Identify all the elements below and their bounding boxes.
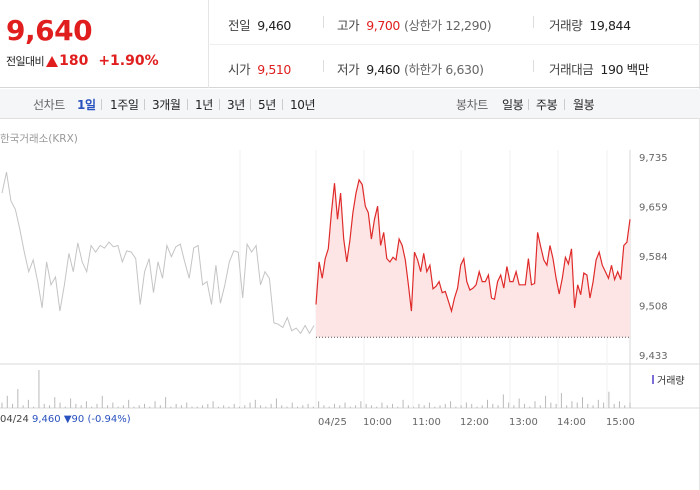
stat-value: 9,460 [366, 62, 400, 77]
quote-header: 9,640 전일대비 180 +1.90% 전일 9,460 고가 9,700 (상한… [0, 0, 700, 88]
divider [219, 99, 220, 110]
divider [250, 99, 251, 110]
tab-period-5y[interactable]: 5년 [258, 98, 276, 112]
tab-candle-daily[interactable]: 일봉 [502, 98, 524, 112]
y-tick-label: 9,659 [639, 203, 668, 214]
stat-value: 9,510 [257, 62, 291, 77]
volume-legend: 거래량 [652, 372, 685, 387]
x-tick-label: 12:00 [460, 417, 489, 428]
divider [101, 99, 102, 110]
prev-price: 9,460 [32, 414, 61, 425]
stat-label: 전일 [228, 18, 251, 33]
upper-limit: (상한가 12,290) [404, 18, 492, 33]
divider [323, 16, 324, 28]
tab-candle-monthly[interactable]: 월봉 [573, 98, 595, 112]
prev-day-summary: 04/24 9,460 ▼90 (-0.94%) [0, 414, 131, 425]
stat-amount: 거래대금 190 백만 [549, 59, 649, 78]
tab-period-1w[interactable]: 1주일 [110, 98, 139, 112]
stat-value: 19,844 [589, 18, 631, 33]
tab-candle-weekly[interactable]: 주봉 [536, 98, 558, 112]
divider [282, 99, 283, 110]
divider [564, 99, 565, 110]
stat-open: 시가 9,510 [228, 59, 291, 78]
stat-label: 거래량 [549, 18, 583, 33]
stat-label: 시가 [228, 62, 251, 77]
stat-volume: 거래량 19,844 [549, 15, 631, 34]
divider [533, 60, 534, 72]
divider [528, 99, 529, 110]
stat-value: 190 백만 [600, 62, 649, 77]
x-tick-label: 11:00 [412, 417, 441, 428]
price-box: 9,640 전일대비 180 +1.90% [0, 0, 209, 88]
x-tick-label: 13:00 [509, 417, 538, 428]
stat-high: 고가 9,700 (상한가 12,290) [337, 15, 492, 34]
current-price: 9,640 [6, 14, 93, 47]
y-tick-label: 9,735 [639, 153, 668, 164]
prev-change: ▼90 (-0.94%) [63, 414, 131, 425]
change-rate: +1.90% [98, 53, 159, 69]
chart-toolbar: 선차트 1일 1주일 3개월 1년 3년 5년 10년 봉차트 일봉 주봉 월봉 [0, 89, 700, 119]
tab-period-3m[interactable]: 3개월 [152, 98, 181, 112]
stat-value: 9,700 [366, 18, 400, 33]
data-source: 한국거래소(KRX) [0, 133, 78, 145]
prev-date: 04/24 [0, 414, 29, 425]
up-triangle-icon [46, 55, 59, 67]
volume-legend-swatch [652, 375, 654, 384]
stat-value: 9,460 [257, 18, 291, 33]
stat-low: 저가 9,460 (하한가 6,630) [337, 59, 484, 78]
divider [144, 99, 145, 110]
stat-label: 저가 [337, 62, 360, 77]
prev-day-line [1, 171, 315, 335]
volume-legend-label: 거래량 [657, 376, 685, 387]
x-tick-label: 04/25 [318, 417, 347, 428]
y-tick-label: 9,508 [639, 302, 668, 313]
divider [323, 60, 324, 72]
x-tick-label: 15:00 [606, 417, 635, 428]
change-value: 180 [59, 53, 89, 69]
stat-label: 고가 [337, 18, 360, 33]
lower-limit: (하한가 6,630) [404, 62, 484, 77]
change-label: 전일대비 [6, 55, 45, 68]
tab-period-10y[interactable]: 10년 [290, 98, 316, 112]
stat-label: 거래대금 [549, 62, 594, 77]
y-tick-label: 9,584 [639, 252, 668, 263]
x-tick-label: 14:00 [557, 417, 586, 428]
tab-period-3y[interactable]: 3년 [227, 98, 245, 112]
change-line: 전일대비 180 +1.90% [6, 53, 159, 69]
today-price-line [315, 178, 631, 314]
quote-stats: 전일 9,460 고가 9,700 (상한가 12,290) 거래량 19,844 시가… [210, 0, 700, 88]
tab-period-1y[interactable]: 1년 [195, 98, 213, 112]
line-chart-label: 선차트 [33, 98, 65, 112]
today-area-fill [316, 179, 630, 338]
stat-prev-close: 전일 9,460 [228, 15, 291, 34]
tab-period-1d[interactable]: 1일 [77, 98, 96, 112]
divider [187, 99, 188, 110]
y-tick-label: 9,433 [639, 351, 668, 362]
divider [533, 16, 534, 28]
row-divider [210, 44, 700, 45]
candle-chart-label: 봉차트 [456, 98, 488, 112]
x-tick-label: 10:00 [363, 417, 392, 428]
